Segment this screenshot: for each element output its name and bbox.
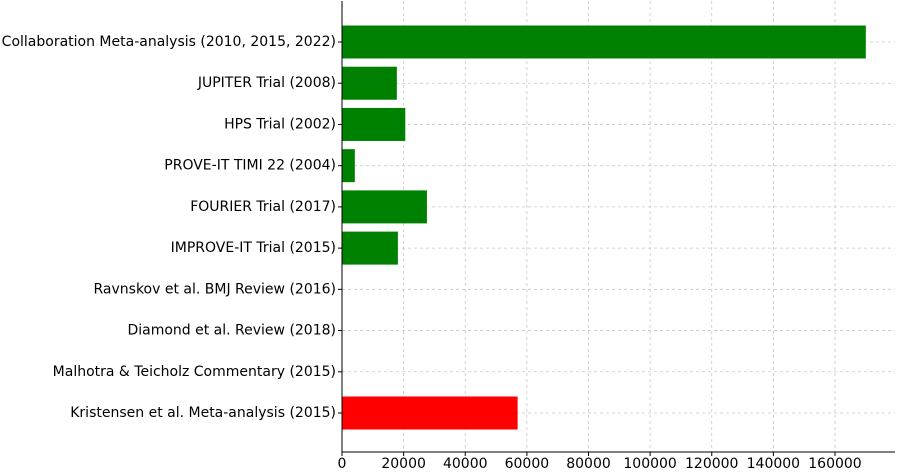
y-tick-label: Kristensen et al. Meta-analysis (2015) [70, 405, 336, 421]
y-tick-label: IMPROVE-IT Trial (2015) [171, 240, 336, 256]
x-tick-label: 140000 [747, 456, 800, 472]
y-tick-label: Ravnskov et al. BMJ Review (2016) [94, 281, 337, 297]
y-tick-label: JUPITER Trial (2008) [197, 75, 336, 91]
y-tick-label: Malhotra & Teicholz Commentary (2015) [53, 364, 336, 380]
x-tick-label: 120000 [685, 456, 738, 472]
y-tick-label: FOURIER Trial (2017) [190, 199, 336, 215]
bar [342, 190, 427, 224]
y-tick-label: Diamond et al. Review (2018) [127, 323, 336, 339]
y-tick-label: CTT Collaboration Meta-analysis (2010, 2… [0, 34, 336, 50]
bar [342, 231, 398, 265]
x-tick-label: 80000 [566, 456, 611, 472]
bar [342, 66, 397, 100]
x-tick-label: 100000 [623, 456, 676, 472]
bar [342, 149, 355, 183]
x-tick-label: 40000 [443, 456, 488, 472]
bar [342, 107, 406, 141]
y-tick-label: HPS Trial (2002) [224, 116, 336, 132]
bar [342, 396, 518, 430]
x-tick-label: 0 [338, 456, 347, 472]
y-tick-label: PROVE-IT TIMI 22 (2004) [164, 158, 336, 174]
x-tick-label: 60000 [505, 456, 550, 472]
bar [342, 25, 866, 59]
x-tick-label: 160000 [808, 456, 861, 472]
x-tick-label: 20000 [381, 456, 426, 472]
